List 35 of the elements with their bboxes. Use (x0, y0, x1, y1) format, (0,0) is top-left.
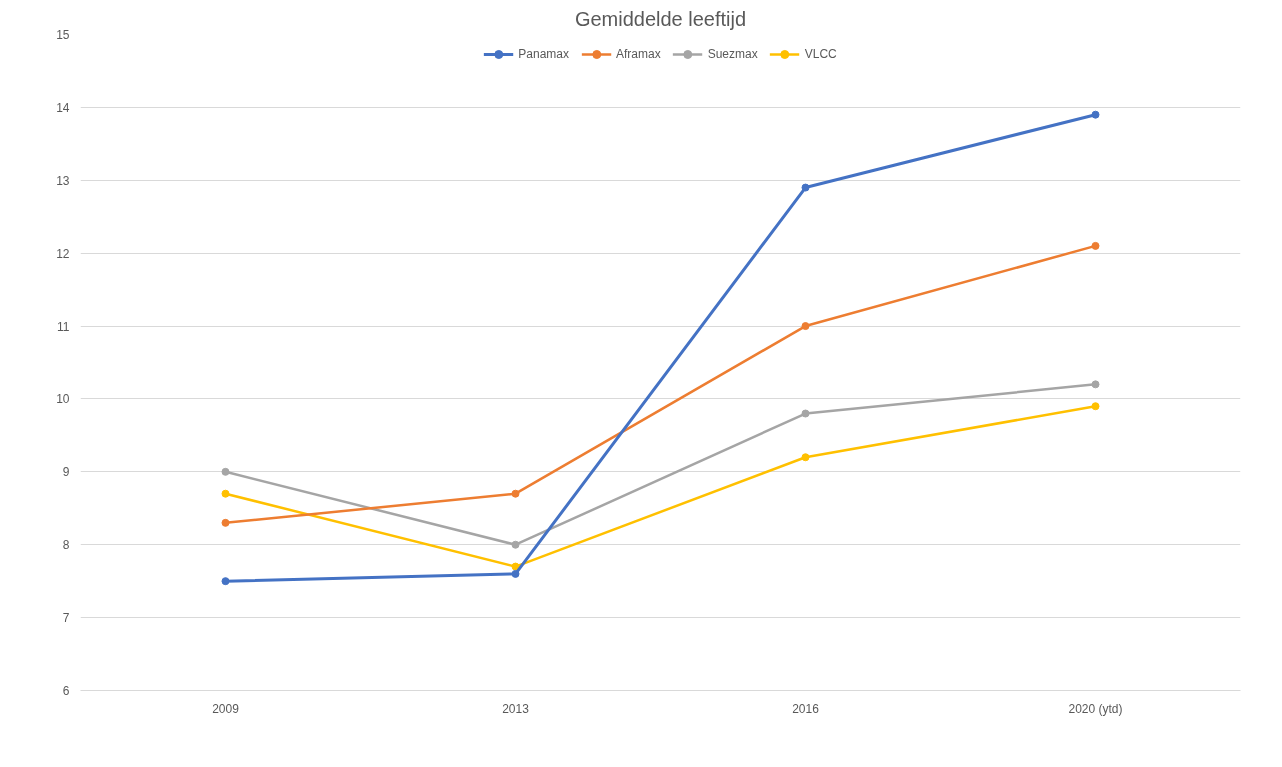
point (1091, 402, 1100, 411)
y-tick-label: 9 (62, 465, 70, 480)
x-tick-label: 2020 (ytd) (1068, 701, 1123, 716)
legend-label: Suezmax (707, 47, 758, 61)
y-tick-label: 13 (56, 173, 70, 188)
y-tick-label: 12 (56, 246, 70, 261)
point (511, 540, 520, 549)
x-tick-label: 2013 (502, 701, 530, 716)
point (221, 577, 230, 586)
y-tick-label: 7 (62, 611, 70, 626)
point (221, 467, 230, 476)
x-tick-label: 2016 (792, 701, 820, 716)
point (1091, 110, 1100, 119)
point (511, 569, 520, 578)
legend-label: Aframax (615, 47, 661, 61)
point (221, 518, 230, 527)
chart-title: Gemiddelde leeftijd (574, 7, 747, 30)
y-tick-label: 6 (62, 684, 70, 698)
legend-label: Panamax (518, 47, 569, 61)
y-tick-label: 15 (56, 28, 70, 42)
point (801, 183, 810, 192)
point (801, 453, 810, 462)
y-tick-label: 14 (56, 100, 70, 115)
point (221, 489, 230, 498)
x-tick-label: 2009 (212, 701, 240, 716)
y-tick-label: 8 (62, 538, 70, 553)
point (511, 562, 520, 571)
point (1091, 380, 1100, 389)
y-tick-label: 10 (56, 392, 70, 407)
legend-label: VLCC (804, 47, 837, 61)
point (1091, 241, 1100, 250)
point (801, 322, 810, 331)
point (511, 489, 520, 498)
point (801, 409, 810, 418)
y-tick-label: 11 (57, 319, 70, 334)
